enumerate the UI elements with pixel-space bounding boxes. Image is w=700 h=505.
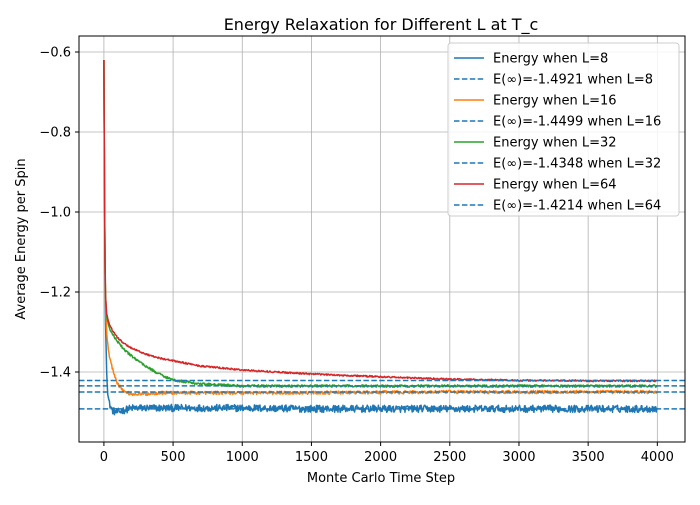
legend-label-6: Energy when L=64 [493, 178, 617, 193]
y-tick-label: −1.2 [39, 286, 71, 301]
x-tick-label: 4000 [641, 450, 674, 465]
legend-label-0: Energy when L=8 [493, 52, 608, 67]
y-tick-label: −0.8 [39, 126, 71, 141]
legend-label-2: Energy when L=16 [493, 94, 617, 109]
legend-label-4: Energy when L=32 [493, 136, 617, 151]
y-tick-label: −0.6 [39, 46, 71, 61]
chart-title: Energy Relaxation for Different L at T_c [224, 15, 539, 35]
legend-label-3: E(∞)=-1.4499 when L=16 [493, 115, 661, 130]
legend-label-5: E(∞)=-1.4348 when L=32 [493, 157, 661, 172]
plot-frame [78, 35, 686, 443]
legend-box [447, 42, 680, 217]
legend: Energy when L=8 E(∞)=-1.4921 when L=8 Ener… [447, 42, 680, 217]
legend-label-1: E(∞)=-1.4921 when L=8 [493, 73, 653, 88]
y-axis-label: Average Energy per Spin [14, 158, 29, 319]
x-tick-label: 2500 [433, 450, 466, 465]
x-tick-label: 1000 [226, 450, 259, 465]
y-axis-ticks: −1.4 −1.2 −1.0 −0.8 −0.6 [39, 46, 79, 381]
x-tick-label: 500 [161, 450, 186, 465]
x-tick-label: 2000 [364, 450, 397, 465]
x-tick-label: 3500 [572, 450, 605, 465]
y-tick-label: −1.0 [39, 206, 71, 221]
x-tick-label: 3000 [502, 450, 535, 465]
x-axis-ticks: 0 500 1000 1500 2000 2500 3000 3500 4000 [100, 442, 674, 465]
energy-series-line-0 [103, 59, 659, 416]
legend-label-7: E(∞)=-1.4214 when L=64 [493, 199, 661, 214]
x-axis-label: Monte Carlo Time Step [307, 471, 455, 486]
y-tick-label: −1.4 [39, 366, 71, 381]
x-tick-label: 0 [100, 450, 108, 465]
series-layer [79, 59, 685, 416]
x-tick-label: 1500 [295, 450, 328, 465]
legend-items: Energy when L=8 E(∞)=-1.4921 when L=8 Ener… [454, 52, 661, 214]
